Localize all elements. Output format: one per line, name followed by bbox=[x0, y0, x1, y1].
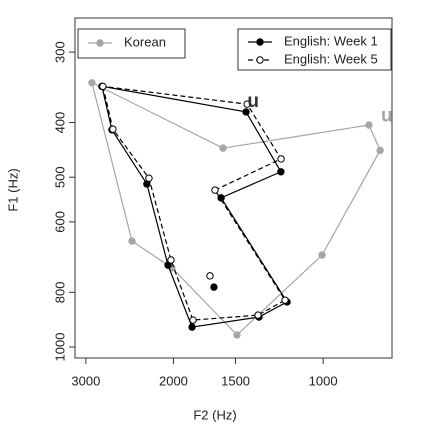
vowel-point bbox=[318, 251, 326, 259]
vowel-point bbox=[109, 125, 117, 133]
vowel-point bbox=[233, 331, 241, 339]
vowel-point bbox=[365, 121, 373, 129]
legend-label: English: Week 5 bbox=[284, 51, 378, 66]
legend-label: English: Week 1 bbox=[284, 33, 378, 48]
y-tick-label: 1000 bbox=[52, 333, 67, 362]
y-tick-label: 500 bbox=[52, 166, 67, 188]
vowel-point bbox=[254, 311, 262, 319]
vowel-point bbox=[242, 108, 250, 116]
x-tick-label: 1500 bbox=[221, 373, 250, 388]
legend-box bbox=[237, 28, 392, 71]
y-tick-label: 600 bbox=[52, 211, 67, 233]
plot-frame bbox=[74, 17, 393, 359]
vowel-point bbox=[277, 168, 285, 176]
legend-marker bbox=[256, 38, 264, 46]
vowel-point bbox=[99, 82, 107, 91]
vowel-point bbox=[219, 144, 227, 152]
vowel-point bbox=[167, 256, 175, 264]
y-tick-label: 300 bbox=[52, 41, 67, 63]
x-tick-label: 2000 bbox=[159, 373, 188, 388]
legend-marker bbox=[256, 56, 264, 64]
x-tick-label: 1000 bbox=[309, 373, 338, 388]
x-tick-label: 3000 bbox=[71, 373, 100, 388]
legend-label: Korean bbox=[124, 34, 166, 49]
annotation: u bbox=[247, 91, 259, 112]
vowel-point bbox=[88, 79, 96, 87]
vowel-point bbox=[277, 155, 285, 163]
vowel-point bbox=[206, 272, 214, 280]
vowel-point bbox=[211, 186, 219, 194]
vowel-point bbox=[210, 283, 218, 291]
vowel-point bbox=[376, 146, 384, 155]
vowel-point bbox=[145, 174, 153, 182]
vowel-point bbox=[243, 100, 251, 108]
y-tick-label: 400 bbox=[52, 112, 67, 134]
vowel-point bbox=[189, 316, 197, 324]
y-axis-label: F1 (Hz) bbox=[5, 168, 20, 211]
vowel-polygon bbox=[102, 85, 286, 321]
vowel-point bbox=[128, 237, 136, 245]
y-tick-label: 800 bbox=[52, 281, 67, 303]
x-axis-label: F2 (Hz) bbox=[193, 407, 236, 422]
annotation: u bbox=[381, 105, 393, 126]
vowel-point bbox=[281, 296, 289, 304]
vowel-point bbox=[188, 323, 196, 331]
vowel-polygon bbox=[91, 81, 381, 336]
legend-marker bbox=[96, 39, 104, 47]
